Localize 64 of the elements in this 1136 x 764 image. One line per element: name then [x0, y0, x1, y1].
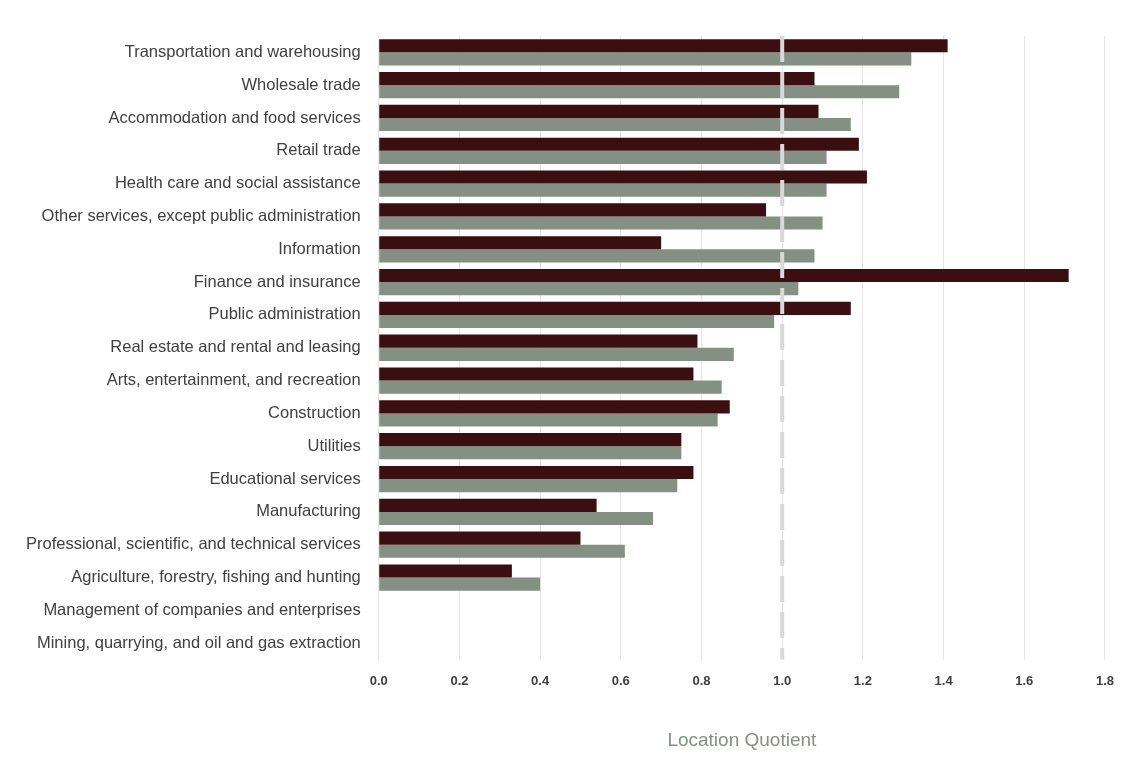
y-tick-label: Mining, quarrying, and oil and gas extraction — [36, 632, 361, 651]
y-tick-label: Accommodation and food services — [108, 107, 361, 126]
bar — [379, 170, 867, 184]
bar — [379, 314, 775, 329]
bar — [379, 72, 815, 86]
bar — [379, 433, 682, 447]
bar — [379, 564, 512, 578]
bar — [379, 301, 851, 315]
x-tick-label: 1.6 — [1015, 672, 1034, 688]
x-tick-label: 0.6 — [611, 672, 630, 688]
bar — [379, 117, 851, 132]
bar — [379, 498, 597, 512]
bar — [379, 511, 654, 526]
x-tick-label: 1.2 — [853, 672, 872, 688]
bar — [379, 380, 722, 394]
bar — [379, 446, 682, 460]
y-tick-label: Wholesale trade — [241, 74, 361, 93]
y-tick-label: Information — [278, 238, 361, 257]
bar — [379, 236, 662, 250]
x-tick-label: 0.8 — [692, 672, 711, 688]
y-tick-label: Other services, except public administration — [41, 205, 361, 224]
bar — [379, 183, 827, 197]
bar — [379, 413, 718, 427]
y-tick-label: Transportation and warehousing — [124, 41, 361, 60]
x-tick-label: 1.8 — [1095, 672, 1114, 688]
bar — [379, 531, 581, 545]
y-tick-label: Retail trade — [276, 140, 361, 159]
bar — [379, 137, 859, 151]
x-tick-label: 1.0 — [773, 672, 792, 688]
y-tick-label: Management of companies and enterprises — [43, 599, 361, 618]
x-tick-label: 0.4 — [531, 672, 550, 688]
y-tick-label: Manufacturing — [256, 501, 361, 520]
bar — [379, 544, 625, 558]
y-tick-label: Educational services — [209, 468, 361, 487]
bar — [379, 577, 541, 591]
bar — [379, 104, 819, 118]
bar — [379, 249, 815, 263]
bar — [379, 334, 698, 348]
y-tick-label: Public administration — [208, 304, 361, 323]
y-tick-label: Professional, scientific, and technical services — [25, 534, 361, 553]
bar — [379, 39, 948, 53]
bar — [379, 85, 900, 99]
x-tick-label: 1.4 — [934, 672, 954, 688]
x-tick-label: 0.2 — [450, 672, 469, 688]
x-tick-label: 0.0 — [369, 672, 388, 688]
y-tick-label: Agriculture, forestry, fishing and hunting — [71, 567, 361, 586]
y-tick-label: Construction — [268, 402, 361, 421]
bar — [379, 150, 827, 164]
bar — [379, 347, 734, 361]
bar — [379, 268, 1069, 283]
y-tick-label: Arts, entertainment, and recreation — [106, 370, 361, 389]
y-tick-label: Utilities — [307, 435, 361, 454]
bar — [379, 479, 678, 493]
bar — [379, 282, 799, 296]
y-tick-label: Finance and insurance — [193, 271, 361, 290]
y-tick-label: Real estate and rental and leasing — [110, 337, 361, 356]
x-axis-title: Location Quotient — [667, 728, 818, 750]
bar — [379, 52, 912, 66]
bar — [379, 400, 730, 414]
bar — [379, 203, 767, 217]
bar — [379, 216, 823, 230]
bar — [379, 465, 694, 480]
bar — [379, 367, 694, 381]
y-tick-label: Health care and social assistance — [114, 173, 361, 192]
